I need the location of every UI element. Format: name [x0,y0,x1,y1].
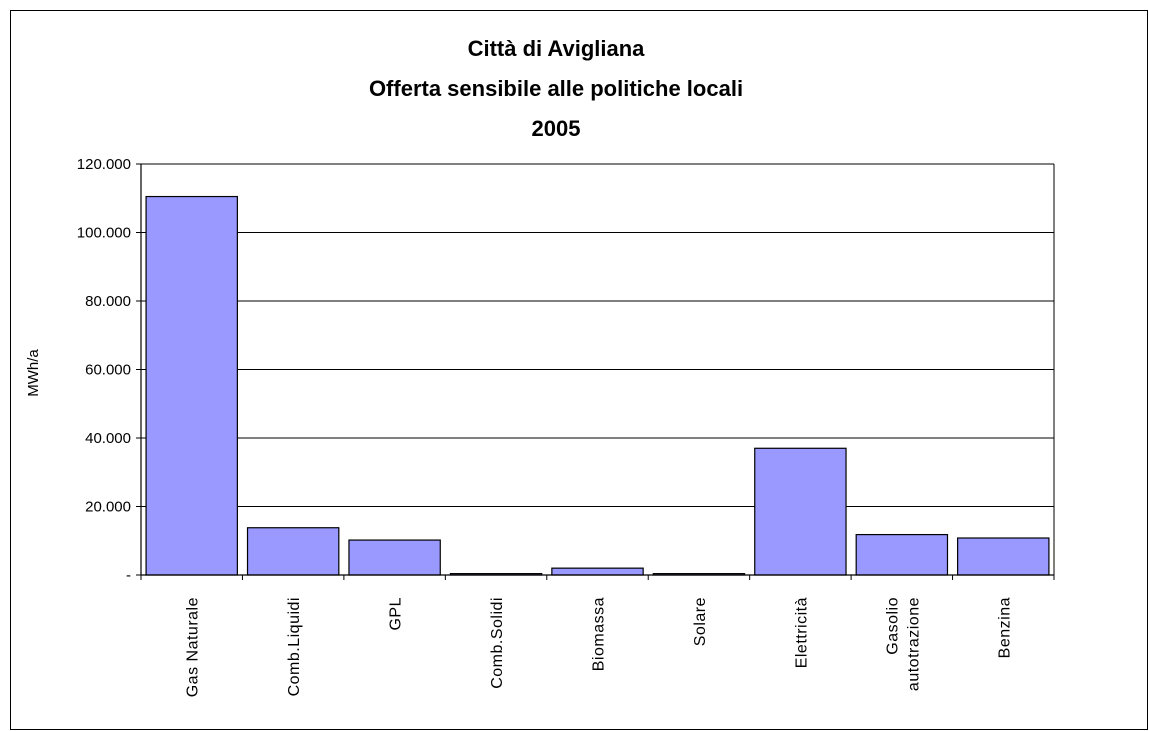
x-tick-label: Elettricità [793,597,810,668]
bar [957,537,1050,576]
x-tick-label: Solare [692,597,709,646]
chart-title-line-3: 2005 [532,116,581,141]
y-tick-label: 20.000 [85,499,131,516]
x-tick-label: GPL [388,597,405,631]
x-tick-label: Gas Naturale [185,597,202,697]
bar [246,527,340,576]
bar [754,447,847,576]
y-tick-labels: - 20.000 40.000 60.000 80.000 100.000 120.000 [77,156,131,584]
axes [136,163,1055,580]
y-tick-label: 80.000 [85,293,131,310]
x-tick-label: autotrazione [905,597,922,691]
y-tick-label: 40.000 [85,430,131,447]
chart-frame: Città di Avigliana Offerta sensibile all… [10,10,1148,730]
y-axis-title: MWh/a [25,349,42,397]
y-tick-label: 100.000 [77,225,131,242]
y-tick-label: 60.000 [85,362,131,379]
y-tick-label: 120.000 [77,156,131,173]
x-tick-label: Biomassa [591,597,608,671]
bar-chart: Città di Avigliana Offerta sensibile all… [25,36,1055,697]
x-tick-labels: Gas Naturale Comb.Liquidi GPL Comb.Solidi Bi… [185,597,1014,697]
gridlines [141,163,1054,507]
bars [145,195,1050,576]
bar [145,195,238,576]
x-tick-label: Comb.Liquidi [286,597,303,696]
y-tick-label: - [126,567,131,584]
x-tick-label: Comb.Solidi [489,597,506,689]
chart-title-line-2: Offerta sensibile alle politiche locali [369,76,743,101]
chart-title-line-1: Città di Avigliana [468,36,646,61]
bar [348,539,441,576]
bar [551,567,644,576]
bar [855,533,949,576]
x-tick-label: Benzina [996,597,1013,658]
x-tick-label: Gasolio [884,597,901,655]
chart-title: Città di Avigliana Offerta sensibile all… [369,36,743,141]
